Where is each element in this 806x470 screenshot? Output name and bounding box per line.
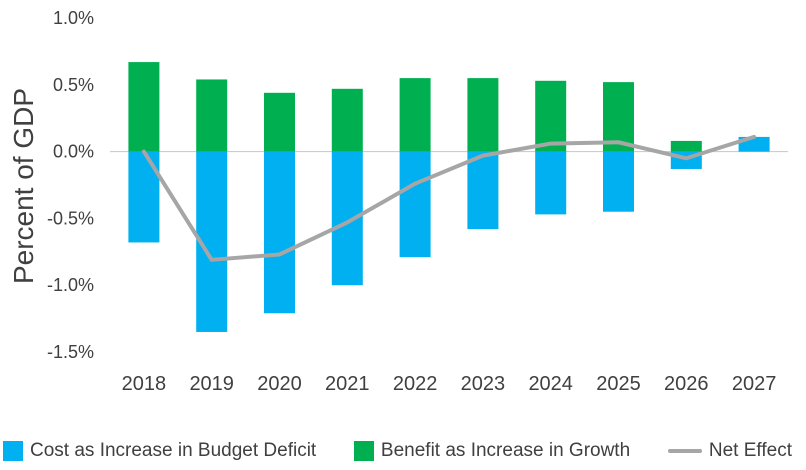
benefit-bar: [399, 78, 431, 152]
legend-item-net: Net Effect: [667, 440, 792, 462]
y-tick-label: -1.5%: [47, 342, 94, 362]
cost-bar: [535, 151, 567, 215]
y-tick-label: -0.5%: [47, 208, 94, 228]
benefit-bar: [128, 62, 160, 152]
benefit-bar: [535, 80, 567, 152]
x-axis-label: 2021: [325, 373, 370, 395]
x-axis-label: 2026: [664, 373, 709, 395]
benefit-legend-label: Benefit as Increase in Growth: [380, 440, 631, 461]
benefit-bar: [467, 78, 499, 152]
plot-area: 1.0% 0.5% 0.0% -0.5% -1.0% -1.5% 2018 2019 2020 2…: [47, 8, 788, 395]
x-axis-label: 2025: [596, 373, 641, 395]
legend-item-cost: Cost as Increase in Budget Deficit: [3, 440, 316, 462]
y-tick-label: 1.0%: [53, 8, 94, 28]
legend-item-benefit: Benefit as Increase in Growth: [353, 440, 631, 462]
benefit-legend-swatch-icon: [353, 441, 374, 461]
cost-bar: [264, 151, 295, 314]
net-legend-line-icon: [667, 449, 702, 453]
cost-bar: [467, 151, 499, 230]
cost-legend-swatch-icon: [3, 441, 23, 461]
x-axis-label: 2024: [528, 373, 573, 395]
x-axis-label: 2020: [257, 373, 302, 395]
cost-bar: [399, 151, 431, 258]
net-effect-line: [141, 134, 757, 262]
x-axis-label: 2023: [461, 373, 506, 395]
benefit-bar: [331, 88, 363, 152]
benefit-bar: [264, 92, 295, 152]
cost-legend-label: Cost as Increase in Budget Deficit: [30, 440, 317, 461]
cost-bar: [603, 151, 634, 212]
benefit-bar: [670, 140, 702, 152]
x-axis-label: 2027: [732, 373, 777, 395]
x-axis-label: 2022: [393, 373, 438, 395]
y-tick-label: 0.5%: [53, 75, 94, 95]
x-axis-label: 2018: [122, 373, 167, 395]
legend: Cost as Increase in Budget Deficit Benef…: [0, 440, 806, 462]
y-tick-label: 0.0%: [53, 142, 94, 162]
y-tick-label: -1.0%: [47, 275, 94, 295]
benefit-bar: [603, 82, 634, 152]
benefit-bar: [196, 79, 228, 152]
x-axis-label: 2019: [189, 373, 234, 395]
net-legend-label: Net Effect: [708, 440, 792, 461]
